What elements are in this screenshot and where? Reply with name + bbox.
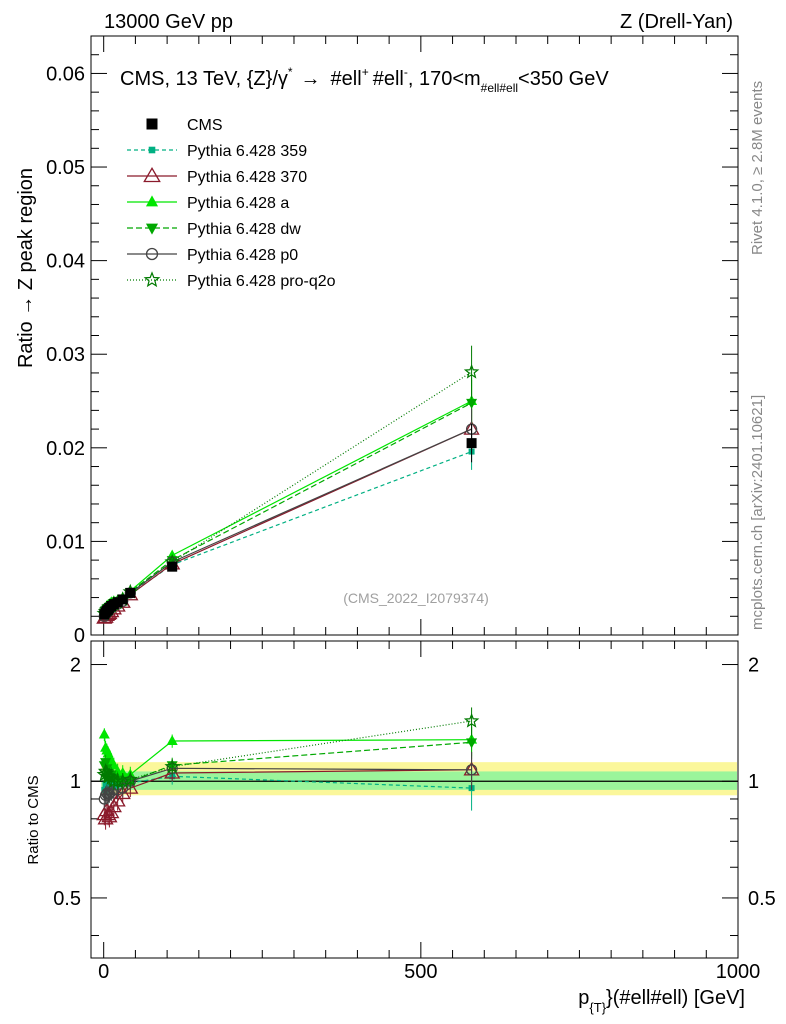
data-point bbox=[112, 597, 123, 608]
ratio-tick-label-right: 2 bbox=[748, 655, 759, 677]
data-point bbox=[125, 587, 136, 598]
data-point bbox=[146, 118, 158, 130]
y-tick-label: 0.05 bbox=[46, 157, 85, 179]
legend-item: Pythia 6.428 pro-q2o bbox=[127, 271, 336, 290]
data-point bbox=[143, 167, 161, 183]
data-point bbox=[105, 786, 117, 798]
ratio-series-pythia-6-428-pro-q2o bbox=[96, 707, 480, 790]
y-tick-label: 0.01 bbox=[46, 531, 85, 553]
data-point bbox=[98, 802, 115, 817]
legend-label: Pythia 6.428 dw bbox=[187, 221, 301, 238]
main-plot-area: 0 0.01 0.02 0.03 0.04 0.05 0.06 bbox=[46, 35, 739, 647]
legend-item: Pythia 6.428 370 bbox=[127, 167, 307, 186]
x-axis-label: p{T}}(#ell#ell) [GeV] bbox=[578, 987, 745, 1015]
data-point bbox=[166, 734, 178, 745]
series-cms bbox=[99, 423, 477, 620]
y-tick-label: 0 bbox=[74, 625, 85, 647]
data-point bbox=[145, 195, 159, 207]
data-point bbox=[145, 223, 159, 235]
ratio-frame bbox=[90, 640, 739, 959]
x-axis-label-sub: {T} bbox=[589, 1000, 606, 1015]
analysis-watermark: (CMS_2022_I2079374) bbox=[343, 590, 489, 606]
series-line bbox=[103, 371, 472, 614]
header-left: 13000 GeV pp bbox=[104, 11, 233, 33]
y-tick-label: 0.04 bbox=[46, 251, 85, 273]
x-tick-label: 1000 bbox=[716, 961, 761, 983]
data-point bbox=[466, 398, 478, 409]
data-point bbox=[463, 712, 480, 728]
data-point bbox=[103, 769, 120, 785]
y-tick-label: 0.03 bbox=[46, 344, 85, 366]
data-point bbox=[98, 728, 110, 739]
legend-label: Pythia 6.428 p0 bbox=[187, 247, 298, 264]
legend-label: Pythia 6.428 pro-q2o bbox=[187, 273, 336, 290]
data-point bbox=[167, 561, 178, 572]
legend-item: Pythia 6.428 p0 bbox=[127, 247, 298, 264]
data-point bbox=[148, 146, 156, 154]
data-point bbox=[466, 438, 477, 449]
series-line bbox=[103, 402, 472, 613]
x-tick-label: 500 bbox=[404, 961, 437, 983]
mcplots-label: mcplots.cern.ch [arXiv:2401.10621] bbox=[749, 395, 766, 630]
data-point bbox=[465, 764, 478, 776]
data-point bbox=[109, 792, 126, 807]
series-pythia-6-428-pro-q2o bbox=[96, 345, 480, 621]
ratio-series-pythia-6-428-a bbox=[98, 724, 478, 783]
data-point bbox=[108, 759, 120, 770]
ratio-y-axis-label: Ratio to CMS bbox=[25, 775, 42, 864]
ratio-tick-label: 2 bbox=[70, 655, 81, 677]
legend-label: CMS bbox=[187, 117, 223, 134]
series-pythia-6-428-a bbox=[98, 377, 478, 614]
x-tick-label: 0 bbox=[98, 961, 109, 983]
legend-label: Pythia 6.428 359 bbox=[187, 143, 307, 160]
data-point bbox=[143, 271, 161, 288]
legend-label: Pythia 6.428 370 bbox=[187, 169, 307, 186]
legend: CMS Pythia 6.428 359 Pythia 6.428 370 Pythi… bbox=[127, 117, 336, 290]
legend-item: CMS bbox=[146, 117, 223, 134]
x-axis-label-rest: }(#ell#ell) [GeV] bbox=[606, 987, 745, 1009]
legend-item: Pythia 6.428 a bbox=[127, 195, 289, 212]
legend-label: Pythia 6.428 a bbox=[187, 195, 289, 212]
rivet-label: Rivet 4.1.0, ≥ 2.8M events bbox=[749, 81, 766, 255]
x-axis-label-p: p bbox=[578, 987, 589, 1009]
data-point bbox=[164, 758, 180, 774]
data-point bbox=[466, 738, 478, 749]
data-point bbox=[122, 771, 139, 787]
data-point bbox=[463, 363, 480, 379]
ratio-tick-label: 1 bbox=[70, 771, 81, 793]
header-right: Z (Drell-Yan) bbox=[620, 11, 733, 33]
series-pythia-6-428-dw bbox=[98, 379, 478, 619]
series-line bbox=[103, 428, 472, 617]
y-tick-label: 0.06 bbox=[46, 63, 85, 85]
data-point bbox=[145, 247, 159, 261]
ratio-tick-label: 0.5 bbox=[53, 888, 81, 910]
legend-item: Pythia 6.428 dw bbox=[127, 221, 301, 238]
data-point bbox=[117, 594, 128, 605]
ratio-tick-label-right: 0.5 bbox=[748, 888, 776, 910]
y-axis-label: Ratio → Z peak region bbox=[15, 168, 37, 368]
ratio-tick-label-right: 1 bbox=[748, 771, 759, 793]
data-point bbox=[117, 767, 129, 778]
plot-title: CMS, 13 TeV, {Z}/γ* → #ell+ #ell-, 170<m#el… bbox=[120, 65, 609, 95]
y-tick-label: 0.02 bbox=[46, 438, 85, 460]
legend-item: Pythia 6.428 359 bbox=[127, 143, 307, 160]
data-point bbox=[100, 758, 112, 769]
ratio-plot-area: 0 500 1000 0.5 0.5 1 1 2 2 bbox=[53, 640, 776, 983]
data-point bbox=[114, 773, 131, 788]
